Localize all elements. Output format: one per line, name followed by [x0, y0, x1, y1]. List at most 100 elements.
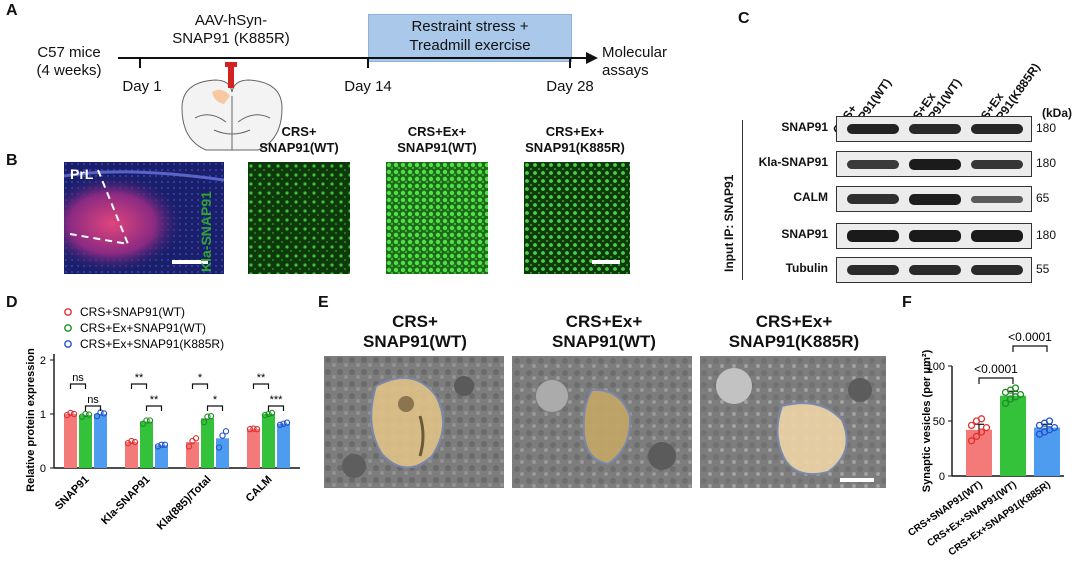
- point: [283, 419, 291, 426]
- bar-3-2: [277, 423, 290, 468]
- point: [967, 437, 976, 445]
- y-tick-label: 0: [939, 471, 945, 483]
- point: [131, 438, 139, 446]
- point: [972, 432, 981, 441]
- legend-marker-0: [64, 308, 72, 316]
- point: [100, 410, 108, 417]
- legend-marker-2: [64, 340, 72, 348]
- legend-label-0: CRS+SNAP91(WT): [80, 305, 185, 319]
- point: [1050, 423, 1059, 432]
- y-tick-label: 0: [40, 463, 46, 475]
- b-title-2: CRS+Ex+ SNAP91(WT): [397, 124, 477, 155]
- sig-label: **: [257, 372, 266, 384]
- scale-bar: [592, 260, 620, 264]
- point: [253, 425, 261, 433]
- brain-schematic-icon: [181, 79, 283, 151]
- point: [146, 417, 154, 424]
- kda-tubulin: 55: [1036, 262, 1050, 276]
- sig-bracket: [206, 405, 224, 411]
- sig-label: **: [150, 394, 159, 406]
- day1-label: Day 1: [122, 78, 162, 95]
- comparison-label: <0.0001: [974, 362, 1018, 376]
- sig-label: *: [213, 394, 218, 406]
- sig-label: **: [135, 372, 144, 384]
- sig-label: ns: [87, 394, 99, 406]
- sig-bracket: [130, 383, 148, 389]
- row-label-calm: CALM: [793, 190, 828, 204]
- scale-bar: [840, 478, 874, 482]
- point: [250, 425, 257, 432]
- bar-1-2: [155, 445, 168, 468]
- bar-2-2: [216, 438, 229, 468]
- row-label-tubulin: Tubulin: [785, 261, 828, 275]
- sig-bracket: [267, 405, 285, 411]
- panel-label-b: B: [6, 152, 18, 169]
- ip-snap91-label: IP: SNAP91: [722, 174, 736, 240]
- point: [261, 411, 269, 419]
- prl-overview-image: [64, 162, 224, 274]
- point: [204, 413, 211, 420]
- bar-3-0: [247, 429, 260, 468]
- timeline-arrow: [586, 52, 598, 64]
- x-tick-label-2: Kla(885)/Total: [155, 474, 214, 533]
- bar-1-0: [125, 442, 138, 468]
- point: [967, 421, 976, 430]
- point: [268, 409, 276, 417]
- b-image-crs-ex-wt: [386, 162, 488, 274]
- point: [977, 428, 986, 436]
- point: [1011, 384, 1020, 392]
- point: [128, 437, 135, 445]
- sig-bracket: [145, 405, 163, 411]
- point: [200, 418, 208, 426]
- bar-2-1: [201, 418, 214, 468]
- point: [185, 443, 193, 450]
- em-image-crs-ex-k885r: [700, 356, 886, 488]
- blot-kla-snap91: [836, 151, 1032, 177]
- point: [70, 410, 78, 418]
- stress-box: Restraint stress + Treadmill exercise: [368, 14, 572, 62]
- row-label-snap91-input: SNAP91: [781, 227, 828, 241]
- point: [982, 423, 991, 432]
- panel-label-c: C: [738, 10, 750, 27]
- y-axis-label: Synaptic vesicles (per μm²): [921, 349, 933, 492]
- blot-tubulin: [836, 257, 1032, 283]
- point: [143, 417, 150, 424]
- y-tick-label: 1: [40, 409, 46, 421]
- injection-syringe-icon: [228, 66, 234, 88]
- virus-label: AAV-hSyn- SNAP91 (K885R): [172, 12, 290, 47]
- point: [1001, 399, 1010, 408]
- e-title-2: CRS+Ex+ SNAP91(WT): [552, 312, 656, 351]
- row-label-snap91-ip: SNAP91: [781, 120, 828, 134]
- kla-snap91-stain-label: Kla-SNAP91: [198, 191, 214, 272]
- x-tick-label-1: Kla-SNAP91: [99, 474, 152, 527]
- point: [67, 409, 74, 417]
- em-image-crs-wt: [324, 356, 504, 488]
- point: [82, 410, 89, 418]
- blot-snap91-input: [836, 223, 1032, 249]
- b-image-crs-ex-k885r: [524, 162, 630, 274]
- point: [246, 425, 254, 433]
- point: [215, 444, 223, 451]
- y-tick-label: 2: [40, 355, 46, 367]
- point: [139, 420, 147, 427]
- point: [1045, 417, 1054, 425]
- panel-label-f: F: [902, 294, 912, 311]
- row-label-kla-snap91: Kla-SNAP91: [758, 155, 828, 169]
- x-tick-label-0: SNAP91: [53, 474, 92, 513]
- sig-label: ns: [72, 372, 84, 384]
- kda-snap91-ip: 180: [1036, 121, 1057, 135]
- bar-1-1: [140, 421, 153, 468]
- bar-0-2: [94, 414, 107, 468]
- sig-label: ***: [270, 394, 284, 406]
- mice-label: C57 mice (4 weeks): [36, 44, 102, 79]
- panel-label-d: D: [6, 294, 18, 311]
- assays-label: Molecular assays: [602, 44, 668, 79]
- day28-label: Day 28: [546, 78, 594, 95]
- chart-d: CRS+SNAP91(WT) CRS+Ex+SNAP91(WT) CRS+Ex+SN…: [25, 305, 300, 533]
- kda-calm: 65: [1036, 191, 1050, 205]
- point: [280, 420, 287, 427]
- input-label: Input: [722, 242, 736, 272]
- point: [154, 443, 162, 450]
- input-bracket: [742, 220, 743, 280]
